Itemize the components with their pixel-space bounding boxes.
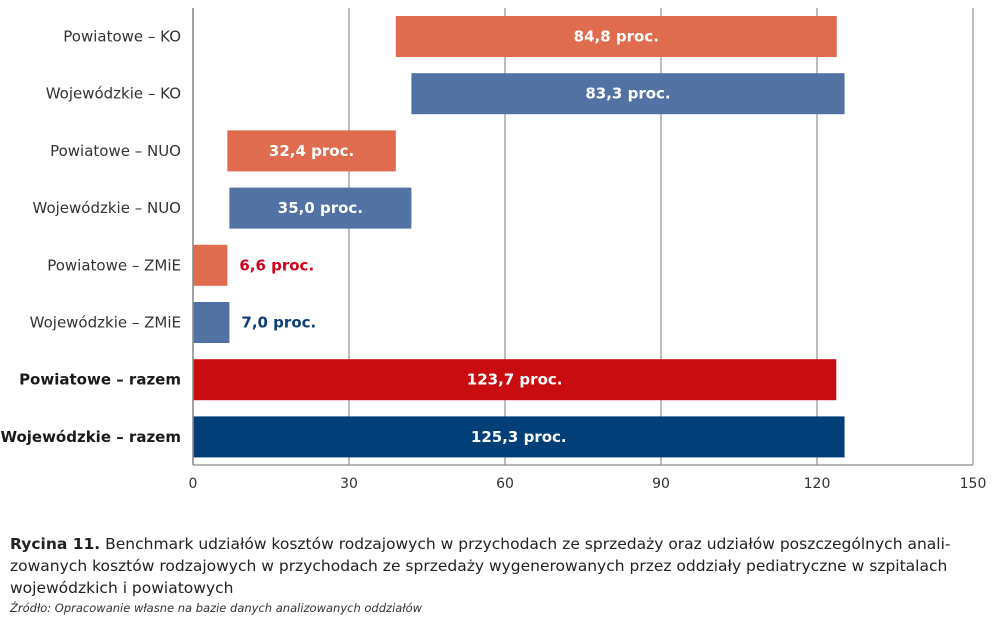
category-label: Wojewódzkie – KO bbox=[46, 85, 181, 103]
x-tick-label: 60 bbox=[496, 476, 514, 492]
bar-data-label: 84,8 proc. bbox=[574, 28, 659, 46]
bar bbox=[411, 73, 845, 115]
bar bbox=[193, 416, 845, 458]
bars: 84,8 proc. 83,3 proc. 32,4 proc. 35,0 proc.… bbox=[193, 16, 845, 458]
caption-text: Benchmark udziałów kosztów rodzajowych w… bbox=[10, 535, 951, 597]
bar-data-label: 7,0 proc. bbox=[241, 314, 316, 332]
category-labels: Powiatowe – KO Wojewódzkie – KO Powiatowe … bbox=[0, 28, 181, 446]
bar bbox=[193, 244, 228, 286]
bar-data-label: 32,4 proc. bbox=[269, 142, 354, 160]
bar-data-label: 83,3 proc. bbox=[585, 85, 670, 103]
x-tick-label: 30 bbox=[340, 476, 358, 492]
bar-data-label: 125,3 proc. bbox=[471, 428, 567, 446]
figure-caption: Rycina 11. Benchmark udziałów kosztów ro… bbox=[10, 533, 990, 599]
category-label: Wojewódzkie – razem bbox=[0, 428, 181, 446]
category-label: Powiatowe – ZMiE bbox=[47, 256, 181, 274]
bar bbox=[229, 187, 412, 229]
category-label: Powiatowe – razem bbox=[19, 371, 181, 389]
x-tick-label: 90 bbox=[652, 476, 670, 492]
category-label: Wojewódzkie – ZMiE bbox=[30, 314, 181, 332]
x-tick-label: 150 bbox=[960, 476, 987, 492]
x-tick-labels: 0 30 60 90 120 150 bbox=[189, 476, 987, 492]
bar bbox=[227, 130, 396, 172]
bar-chart: 84,8 proc. 83,3 proc. 32,4 proc. 35,0 proc.… bbox=[0, 8, 987, 492]
category-label: Powiatowe – KO bbox=[63, 28, 181, 46]
bar-data-label: 35,0 proc. bbox=[278, 199, 363, 217]
bar bbox=[193, 359, 837, 401]
bar bbox=[395, 16, 837, 57]
figure-source: Źródło: Opracowanie własne na bazie dany… bbox=[10, 601, 423, 615]
bar bbox=[193, 302, 230, 343]
category-label: Powiatowe – NUO bbox=[50, 142, 181, 160]
x-tick-label: 0 bbox=[189, 476, 198, 492]
bar-data-label: 6,6 proc. bbox=[239, 256, 314, 274]
axes bbox=[192, 8, 973, 466]
x-tick-label: 120 bbox=[804, 476, 831, 492]
caption-prefix: Rycina 11. bbox=[10, 535, 101, 553]
bar-data-label: 123,7 proc. bbox=[467, 371, 563, 389]
category-label: Wojewódzkie – NUO bbox=[33, 199, 182, 217]
